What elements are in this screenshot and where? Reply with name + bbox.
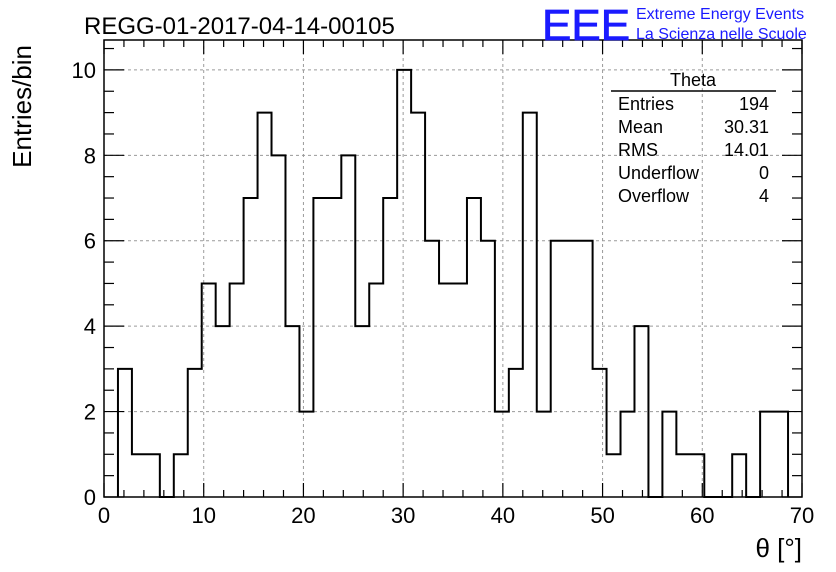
grid-lines (104, 40, 802, 497)
x-tick-label: 70 (790, 503, 814, 528)
y-tick-label: 4 (84, 314, 96, 339)
stats-row-label: Overflow (618, 186, 690, 206)
x-axis-label: θ [°] (755, 533, 802, 563)
x-tick-label: 0 (98, 503, 110, 528)
stats-row-value: 0 (759, 163, 769, 183)
stats-row-value: 14.01 (724, 140, 769, 160)
y-tick-label: 0 (84, 485, 96, 510)
stats-title: Theta (670, 70, 717, 90)
run-title: REGG-01-2017-04-14-00105 (84, 13, 395, 40)
stats-row-label: Underflow (618, 163, 700, 183)
x-tick-label: 10 (191, 503, 215, 528)
logo-line-2: La Scienza nelle Scuole (636, 26, 807, 43)
y-tick-label: 2 (84, 400, 96, 425)
stats-row-label: Entries (618, 94, 674, 114)
y-tick-label: 10 (72, 58, 96, 83)
stats-row-value: 30.31 (724, 117, 769, 137)
logo-line-1: Extreme Energy Events (636, 6, 804, 23)
x-tick-label: 50 (590, 503, 614, 528)
stats-row-label: Mean (618, 117, 663, 137)
x-tick-label: 20 (291, 503, 315, 528)
x-tick-label: 40 (491, 503, 515, 528)
y-axis-label: Entries/bin (7, 45, 37, 168)
stats-row-value: 4 (759, 186, 769, 206)
stats-box: Theta Entries 194 Mean 30.31 RMS 14.01 Underfl… (611, 70, 776, 206)
eee-logo-icon: EEE (542, 1, 630, 50)
plot-frame (103, 39, 803, 498)
x-tick-label: 30 (391, 503, 415, 528)
stats-row-value: 194 (739, 94, 769, 114)
stats-rows: Entries 194 Mean 30.31 RMS 14.01 Underflow 0 Ove… (618, 94, 769, 206)
axis-ticks (103, 40, 803, 498)
x-tick-label: 60 (690, 503, 714, 528)
histogram-step-line (116, 68, 790, 498)
stats-row-label: RMS (618, 140, 658, 160)
y-tick-label: 6 (84, 229, 96, 254)
y-tick-label: 8 (84, 143, 96, 168)
